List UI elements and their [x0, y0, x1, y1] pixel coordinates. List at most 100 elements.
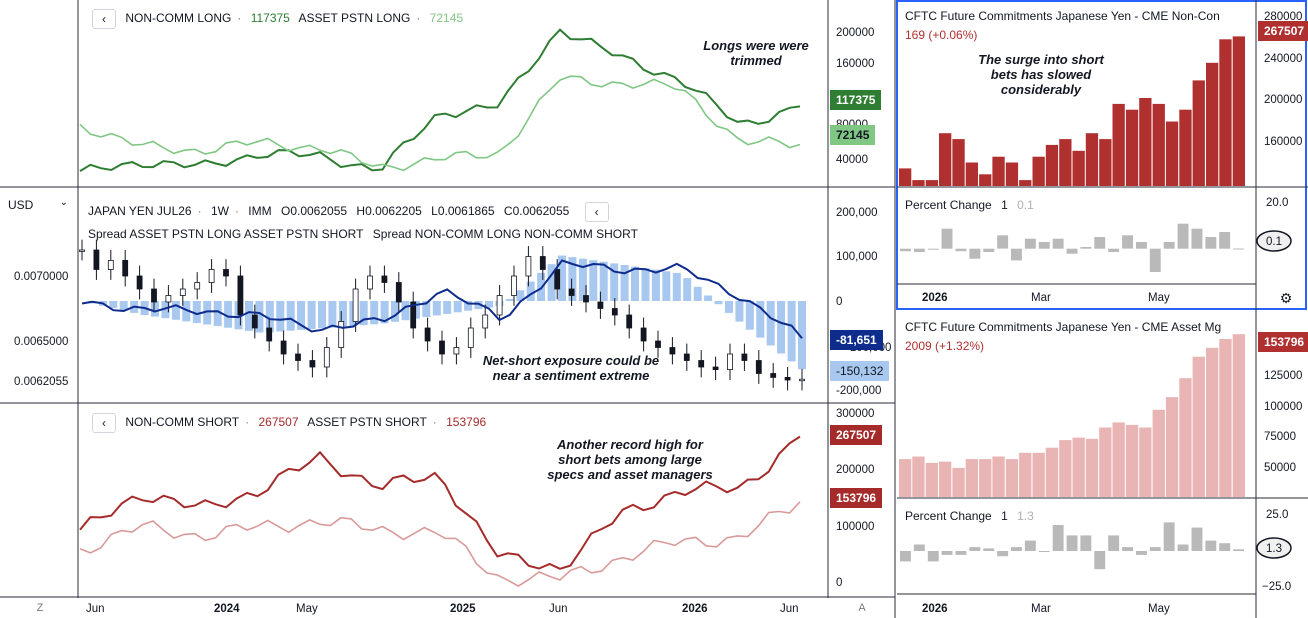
rb-scale-tick: 50000 [1264, 462, 1296, 474]
pct-bar [997, 235, 1009, 249]
top-pane-legend: ‹ NON-COMM LONG · 117375 ASSET PSTN LONG ·… [92, 9, 469, 29]
main-right-tick: 0 [836, 296, 842, 308]
spread-bar [505, 299, 514, 301]
candle-body [107, 259, 114, 270]
candle-body [352, 288, 359, 322]
rt-scale-tick: 200000 [1264, 94, 1302, 106]
rt-scale-tick: 280000 [1264, 11, 1302, 23]
spread-bar [245, 301, 253, 331]
price-tick: 0.0065000 [14, 336, 68, 348]
spread-bar [401, 301, 410, 321]
pct-bar [1122, 235, 1133, 249]
spread-bar [265, 301, 274, 333]
candle-body [799, 378, 805, 382]
legend-collapse-button[interactable]: ‹ [92, 9, 116, 29]
pct-bar [913, 248, 925, 252]
bar [979, 174, 992, 186]
spread-bar [161, 301, 170, 319]
price-tick: 0.0070000 [14, 271, 68, 283]
pct-bar [1177, 223, 1189, 249]
rt-pct-badge-outline [1256, 230, 1292, 252]
bar [925, 462, 938, 497]
pct-value: 0.1 [1017, 198, 1034, 212]
legend-series-name: NON-COMM LONG [125, 11, 232, 26]
bottom-scale-tick: 300000 [836, 408, 874, 420]
pct-bar [1136, 242, 1147, 249]
bar [939, 133, 952, 186]
candle-body [323, 347, 330, 368]
pct-bar [1219, 543, 1231, 551]
rb-x-tick: May [1148, 603, 1170, 615]
candle-body [539, 256, 546, 270]
candle-body [395, 282, 402, 303]
chevron-down-icon: ⌄ [59, 197, 68, 208]
pct-bar [969, 547, 981, 551]
bar [1232, 36, 1245, 187]
legend-series-name: ASSET PSTN LONG [298, 11, 411, 26]
pct-bar [900, 551, 911, 562]
bar [1219, 39, 1232, 186]
pct-length: 1 [1001, 509, 1008, 523]
asset-spread-badge: -150,132 [830, 361, 890, 381]
currency-select[interactable]: USD ⌄ [4, 195, 74, 215]
bottom-pane-legend: ‹ NON-COMM SHORT · 267507 ASSET PSTN SHOR… [92, 413, 492, 433]
zoom-reset-button[interactable]: Z [36, 602, 44, 614]
candle-body [251, 314, 258, 329]
currency-select-label: USD [8, 198, 34, 212]
spread-bar [578, 258, 587, 301]
legend-collapse-button[interactable]: ‹ [584, 202, 609, 222]
rb-scale-tick: 100000 [1264, 401, 1302, 413]
spread-bar [380, 301, 389, 324]
candle-body [511, 275, 517, 296]
spread-bar [672, 272, 681, 301]
pct-bar [941, 228, 953, 249]
candle-body [439, 340, 445, 355]
pct-bar [969, 248, 981, 259]
candle-body [669, 347, 676, 355]
pct-bar [913, 544, 925, 551]
bar [1125, 109, 1139, 186]
ohlc-close-label: C [503, 204, 513, 219]
rb-scale-tick: 75000 [1264, 431, 1296, 443]
auto-scale-button[interactable]: A [858, 602, 866, 614]
candle-body [453, 347, 460, 355]
candle-body [136, 275, 143, 290]
candle-body [194, 282, 201, 290]
pct-bar [1066, 248, 1078, 254]
bar [1152, 409, 1165, 497]
x-tick: May [296, 603, 318, 615]
rt-scale-tick: 240000 [1264, 53, 1302, 65]
bar [1179, 378, 1192, 497]
spread-bar [151, 301, 159, 317]
bar [1219, 339, 1232, 497]
spread-bar [422, 301, 431, 317]
spread-bar [704, 295, 713, 301]
rt-annotation: The surge into short bets has slowed con… [978, 52, 1104, 97]
candle-body [223, 269, 229, 277]
spread-bar [192, 301, 201, 323]
pct-label: Percent Change [905, 509, 992, 523]
spread-bar [735, 301, 744, 322]
spread-bar [391, 301, 399, 322]
spread-bar [766, 301, 775, 346]
spread-bar [516, 290, 525, 301]
spread-bar [662, 271, 671, 301]
main-right-tick: -200,000 [836, 385, 881, 397]
candle-body [683, 353, 690, 361]
pct-bar [1080, 247, 1092, 249]
settings-gear-icon[interactable]: ⚙ [1279, 290, 1293, 306]
pct-bar [1163, 522, 1175, 551]
pct-bar [1233, 248, 1244, 250]
bottom-pane-plot [79, 435, 801, 588]
bar [1019, 452, 1032, 498]
spread-bar [328, 301, 337, 328]
legend-collapse-button[interactable]: ‹ [92, 413, 116, 433]
pct-bar [927, 551, 939, 562]
bar [965, 162, 978, 186]
symbol-name: JAPAN YEN JUL26 [88, 204, 192, 219]
x-tick: Jun [549, 603, 568, 615]
candle-body [165, 295, 172, 303]
pct-bar [1122, 547, 1133, 551]
asset-long-value-badge: 72145 [830, 125, 876, 145]
